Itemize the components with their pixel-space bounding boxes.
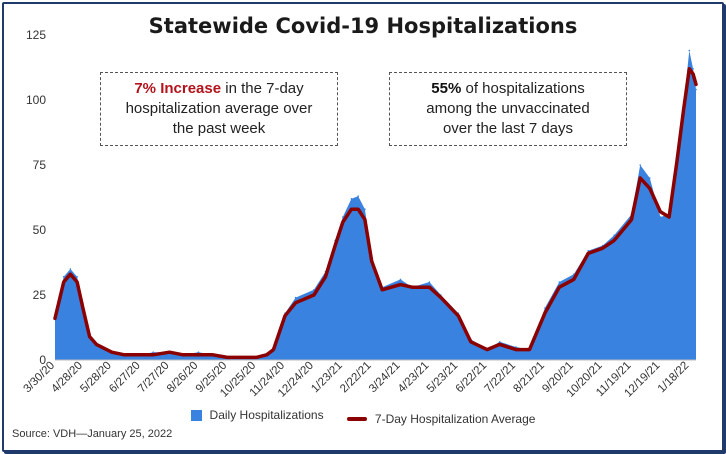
legend-swatch-average — [346, 416, 367, 421]
daily-point — [399, 278, 402, 281]
chart-title: Statewide Covid-19 Hospitalizations — [148, 14, 578, 38]
x-tick-label: 4/28/20 — [49, 360, 85, 396]
x-tick-label: 4/23/21 — [396, 360, 432, 396]
y-tick-label: 125 — [26, 28, 46, 42]
daily-point — [692, 68, 694, 70]
daily-point — [197, 351, 200, 354]
callout-left-line1: in the 7-day — [221, 80, 304, 97]
daily-point — [428, 281, 431, 283]
daily-point — [342, 216, 344, 218]
x-tick-label: 6/27/20 — [107, 360, 143, 396]
series-daily-area — [55, 50, 696, 360]
x-tick-label: 7/27/20 — [136, 360, 172, 396]
x-tick-label: 6/22/21 — [454, 360, 490, 396]
daily-point — [76, 276, 78, 278]
x-tick-label: 1/23/21 — [309, 360, 345, 396]
daily-point — [695, 88, 697, 91]
x-tick-label: 7/22/21 — [483, 360, 519, 396]
legend-swatch-daily — [190, 409, 202, 421]
daily-point — [357, 195, 360, 197]
daily-point — [649, 177, 651, 179]
daily-point — [294, 296, 297, 299]
daily-point — [688, 49, 691, 52]
y-tick-label: 25 — [33, 288, 47, 302]
chart-legend: Daily Hospitalizations 7-Day Hospitaliza… — [0, 408, 726, 426]
y-tick-label: 75 — [33, 158, 47, 172]
daily-point — [587, 250, 589, 252]
legend-label-average: 7-Day Hospitalization Average — [374, 411, 536, 426]
callout-weekly-increase: 7% Increase in the 7-day hospitalization… — [100, 72, 338, 146]
x-tick-label: 3/24/21 — [367, 360, 403, 396]
daily-point — [313, 289, 315, 291]
callout-right-line2: among the unvaccinated — [426, 100, 590, 117]
daily-point — [573, 273, 575, 276]
x-tick-label: 5/28/20 — [78, 360, 114, 396]
source-note: Source: VDH—January 25, 2022 — [12, 428, 173, 440]
x-tick-label: 8/21/21 — [511, 360, 547, 396]
callout-left-line2: hospitalization average over — [125, 100, 313, 117]
legend-item-daily: Daily Hospitalizations — [190, 408, 324, 422]
x-tick-label: 2/22/21 — [338, 360, 374, 396]
daily-point — [152, 351, 154, 354]
daily-point — [544, 307, 546, 309]
legend-label-daily: Daily Hospitalizations — [209, 408, 324, 422]
daily-point — [639, 164, 641, 166]
daily-point — [350, 198, 353, 200]
y-tick-label: 50 — [33, 223, 47, 237]
daily-point — [613, 234, 615, 236]
series-average-line — [53, 67, 698, 360]
x-tick-label: 1/18/22 — [656, 360, 692, 396]
callout-right-line3: over the last 7 days — [442, 120, 574, 137]
callout-left-highlight: 7% Increase — [134, 80, 222, 97]
callout-left-line3: the past week — [172, 120, 266, 137]
x-tick-label: 5/23/21 — [425, 360, 461, 396]
callout-right-line1: of hospitalizations — [461, 80, 585, 97]
daily-point — [364, 208, 366, 210]
y-tick-label: 0 — [39, 353, 46, 367]
daily-point — [515, 346, 517, 348]
callout-right-highlight: 55% — [431, 80, 462, 97]
daily-point — [659, 216, 662, 218]
daily-point — [558, 281, 561, 283]
daily-point — [69, 268, 72, 270]
y-tick-label: 100 — [26, 93, 46, 107]
x-tick-label: 8/26/20 — [165, 360, 201, 396]
daily-point — [62, 276, 65, 278]
legend-item-average: 7-Day Hospitalization Average — [346, 411, 536, 426]
daily-point — [498, 341, 501, 343]
callout-unvaccinated: 55% of hospitalizations among the unvacc… — [389, 72, 627, 146]
